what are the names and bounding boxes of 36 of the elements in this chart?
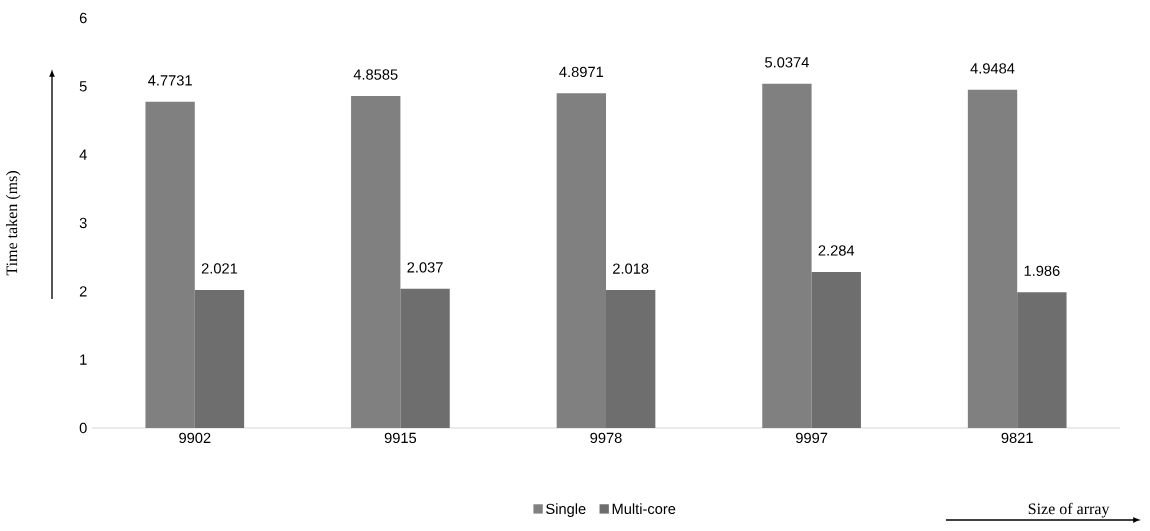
x-tick-label: 9821	[1001, 432, 1033, 444]
bar	[194, 289, 245, 428]
x-tick-label: 9978	[590, 432, 622, 444]
x-tick-label: 9915	[384, 432, 417, 444]
data-label: 5.0374	[765, 57, 809, 68]
data-label: 2.018	[613, 263, 649, 274]
bar	[967, 89, 1018, 428]
bar	[400, 288, 450, 428]
data-label: 2.284	[818, 245, 855, 256]
y-tick-label: 4	[79, 149, 87, 160]
y-tick-label: 3	[79, 217, 87, 229]
bar	[811, 271, 861, 428]
bar	[606, 290, 656, 428]
x-tick-label: 9997	[795, 432, 828, 444]
x-tick-label: 9902	[179, 432, 211, 444]
legend-label: Multi-core	[612, 503, 676, 515]
x-axis-title: Size of array	[1028, 502, 1110, 518]
legend-label: Single	[546, 503, 586, 517]
data-label: 2.037	[407, 262, 443, 273]
y-tick-label: 6	[79, 12, 87, 24]
data-label: 4.8971	[559, 66, 604, 78]
bar	[1017, 292, 1067, 428]
bar	[351, 96, 401, 428]
y-axis-title: Time taken (ms)	[5, 171, 21, 276]
data-label: 4.8585	[353, 69, 398, 80]
data-label: 4.7731	[148, 75, 192, 86]
bar	[762, 83, 812, 428]
y-tick-label: 5	[79, 81, 87, 92]
data-label: 1.986	[1024, 265, 1060, 277]
y-tick-label: 2	[79, 286, 87, 297]
y-tick-label: 1	[80, 354, 87, 365]
bar	[556, 93, 606, 428]
data-label: 4.9484	[970, 63, 1015, 74]
bar	[145, 101, 195, 428]
y-tick-label: 0	[79, 422, 87, 434]
data-label: 2.021	[201, 263, 238, 274]
